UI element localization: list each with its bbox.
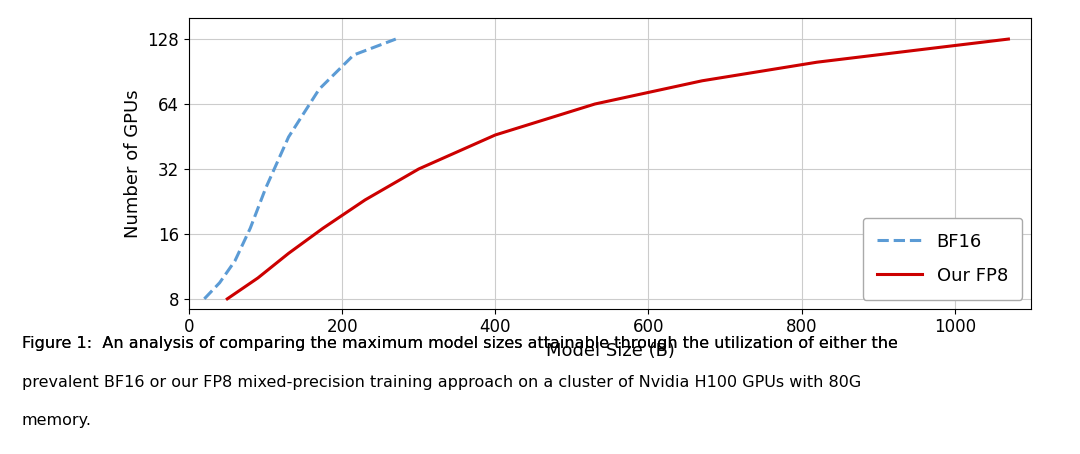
BF16 <box>347 52 360 58</box>
BF16 <box>213 280 226 286</box>
Our FP8 <box>810 59 823 65</box>
Text: Figure 1:  An analysis of comparing the maximum model sizes attainable through t: Figure 1: An analysis of comparing the m… <box>22 336 897 351</box>
BF16 <box>229 258 242 264</box>
Our FP8 <box>926 45 939 51</box>
Text: prevalent BF16 or our FP8 mixed-precision training approach on a cluster of Nvid: prevalent BF16 or our FP8 mixed-precisio… <box>22 375 861 390</box>
Text: Figure 1:  An analysis of comparing the maximum model sizes attainable through t: Figure 1: An analysis of comparing the m… <box>22 336 897 351</box>
BF16 <box>259 186 272 191</box>
BF16 <box>198 296 211 301</box>
Our FP8 <box>316 226 329 231</box>
Our FP8 <box>359 197 372 202</box>
Our FP8 <box>413 166 426 172</box>
X-axis label: Model Size (B): Model Size (B) <box>545 342 675 360</box>
Legend: BF16, Our FP8: BF16, Our FP8 <box>863 217 1023 300</box>
Text: memory.: memory. <box>22 413 92 428</box>
Our FP8 <box>696 78 708 84</box>
Our FP8 <box>1002 36 1015 42</box>
Our FP8 <box>589 101 602 107</box>
BF16 <box>282 134 295 140</box>
Our FP8 <box>282 251 295 256</box>
BF16 <box>313 86 326 92</box>
Line: BF16: BF16 <box>204 39 395 299</box>
BF16 <box>389 36 402 42</box>
BF16 <box>244 226 257 231</box>
Our FP8 <box>252 275 265 281</box>
Our FP8 <box>489 132 502 138</box>
Line: Our FP8: Our FP8 <box>227 39 1009 299</box>
Our FP8 <box>220 296 233 301</box>
Y-axis label: Number of GPUs: Number of GPUs <box>124 89 141 238</box>
